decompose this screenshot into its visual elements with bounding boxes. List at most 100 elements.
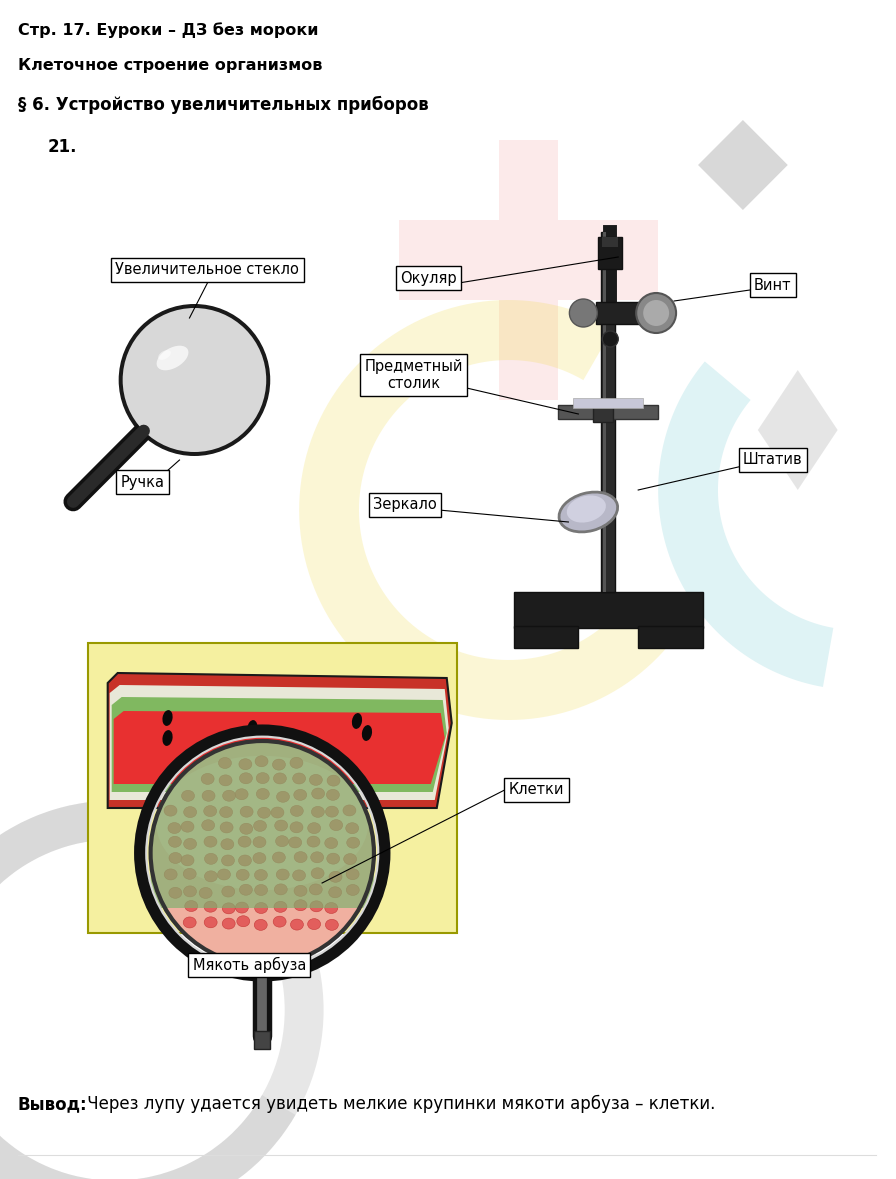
FancyBboxPatch shape bbox=[601, 232, 616, 592]
Ellipse shape bbox=[346, 823, 358, 834]
Text: Ручка: Ручка bbox=[121, 474, 165, 489]
Text: Стр. 17. Еуроки – ДЗ без мороки: Стр. 17. Еуроки – ДЗ без мороки bbox=[18, 22, 318, 38]
Ellipse shape bbox=[184, 885, 196, 897]
Ellipse shape bbox=[222, 903, 235, 914]
Ellipse shape bbox=[168, 888, 182, 898]
Circle shape bbox=[602, 331, 618, 347]
Ellipse shape bbox=[293, 773, 306, 784]
Ellipse shape bbox=[329, 887, 341, 897]
Ellipse shape bbox=[326, 790, 340, 801]
Ellipse shape bbox=[219, 757, 231, 769]
Text: Окуляр: Окуляр bbox=[401, 270, 457, 285]
Circle shape bbox=[123, 308, 266, 452]
Text: Увеличительное стекло: Увеличительное стекло bbox=[116, 263, 299, 277]
Text: Вывод:: Вывод: bbox=[18, 1095, 88, 1113]
Ellipse shape bbox=[239, 772, 253, 784]
Ellipse shape bbox=[325, 806, 339, 817]
Ellipse shape bbox=[307, 823, 321, 834]
Ellipse shape bbox=[184, 838, 196, 849]
FancyBboxPatch shape bbox=[599, 237, 622, 269]
Ellipse shape bbox=[204, 854, 218, 864]
Ellipse shape bbox=[309, 775, 323, 785]
Text: § 6. Устройство увеличительных приборов: § 6. Устройство увеличительных приборов bbox=[18, 95, 428, 114]
Ellipse shape bbox=[157, 345, 188, 370]
Ellipse shape bbox=[254, 869, 267, 881]
Ellipse shape bbox=[202, 773, 214, 784]
Circle shape bbox=[118, 304, 271, 456]
Text: 21.: 21. bbox=[47, 138, 77, 156]
Ellipse shape bbox=[237, 916, 250, 927]
Ellipse shape bbox=[289, 837, 302, 848]
Ellipse shape bbox=[344, 854, 357, 864]
Ellipse shape bbox=[204, 901, 217, 913]
Ellipse shape bbox=[294, 885, 307, 896]
Ellipse shape bbox=[290, 757, 303, 769]
Ellipse shape bbox=[274, 884, 288, 895]
Ellipse shape bbox=[235, 789, 248, 799]
FancyBboxPatch shape bbox=[513, 592, 703, 628]
Ellipse shape bbox=[247, 720, 257, 736]
Ellipse shape bbox=[238, 836, 251, 848]
Ellipse shape bbox=[294, 900, 307, 910]
Ellipse shape bbox=[236, 902, 248, 913]
Circle shape bbox=[151, 740, 374, 964]
Ellipse shape bbox=[256, 772, 269, 784]
Polygon shape bbox=[151, 742, 374, 908]
Polygon shape bbox=[114, 711, 444, 784]
Ellipse shape bbox=[181, 855, 194, 865]
Ellipse shape bbox=[162, 730, 173, 746]
Circle shape bbox=[643, 299, 669, 327]
Ellipse shape bbox=[362, 725, 372, 740]
Ellipse shape bbox=[218, 869, 230, 880]
Ellipse shape bbox=[240, 823, 253, 835]
Ellipse shape bbox=[204, 871, 218, 882]
Polygon shape bbox=[109, 685, 449, 801]
Text: Зеркало: Зеркало bbox=[373, 498, 436, 513]
Ellipse shape bbox=[202, 819, 215, 831]
FancyBboxPatch shape bbox=[254, 1030, 271, 1049]
Ellipse shape bbox=[343, 805, 356, 816]
Ellipse shape bbox=[273, 916, 286, 927]
Ellipse shape bbox=[220, 806, 233, 817]
FancyBboxPatch shape bbox=[597, 302, 651, 324]
Ellipse shape bbox=[307, 836, 320, 847]
Ellipse shape bbox=[221, 855, 235, 865]
Ellipse shape bbox=[159, 350, 171, 360]
Ellipse shape bbox=[164, 805, 177, 816]
Ellipse shape bbox=[559, 492, 617, 532]
Ellipse shape bbox=[239, 759, 252, 770]
Ellipse shape bbox=[199, 888, 212, 898]
Ellipse shape bbox=[181, 822, 194, 832]
Ellipse shape bbox=[293, 870, 306, 881]
Ellipse shape bbox=[239, 884, 253, 895]
Ellipse shape bbox=[276, 836, 289, 847]
Ellipse shape bbox=[254, 920, 267, 930]
Text: Клеточное строение организмов: Клеточное строение организмов bbox=[18, 58, 323, 73]
Ellipse shape bbox=[294, 851, 307, 863]
Ellipse shape bbox=[168, 823, 181, 834]
Ellipse shape bbox=[254, 884, 268, 896]
FancyBboxPatch shape bbox=[603, 232, 607, 592]
Ellipse shape bbox=[221, 838, 234, 850]
FancyBboxPatch shape bbox=[573, 399, 643, 408]
Ellipse shape bbox=[290, 822, 303, 832]
Ellipse shape bbox=[202, 790, 215, 802]
Ellipse shape bbox=[329, 871, 342, 882]
Ellipse shape bbox=[253, 837, 266, 848]
FancyBboxPatch shape bbox=[88, 643, 457, 933]
Ellipse shape bbox=[352, 713, 362, 729]
FancyBboxPatch shape bbox=[638, 626, 703, 648]
Ellipse shape bbox=[237, 869, 249, 881]
Circle shape bbox=[569, 299, 598, 327]
Ellipse shape bbox=[274, 901, 287, 913]
Ellipse shape bbox=[307, 918, 321, 929]
Ellipse shape bbox=[184, 806, 196, 817]
Ellipse shape bbox=[238, 855, 252, 867]
Ellipse shape bbox=[294, 790, 306, 801]
Ellipse shape bbox=[324, 837, 338, 849]
FancyBboxPatch shape bbox=[513, 626, 578, 648]
Polygon shape bbox=[299, 299, 669, 720]
FancyBboxPatch shape bbox=[602, 237, 618, 246]
Ellipse shape bbox=[312, 788, 324, 799]
Ellipse shape bbox=[325, 920, 339, 930]
